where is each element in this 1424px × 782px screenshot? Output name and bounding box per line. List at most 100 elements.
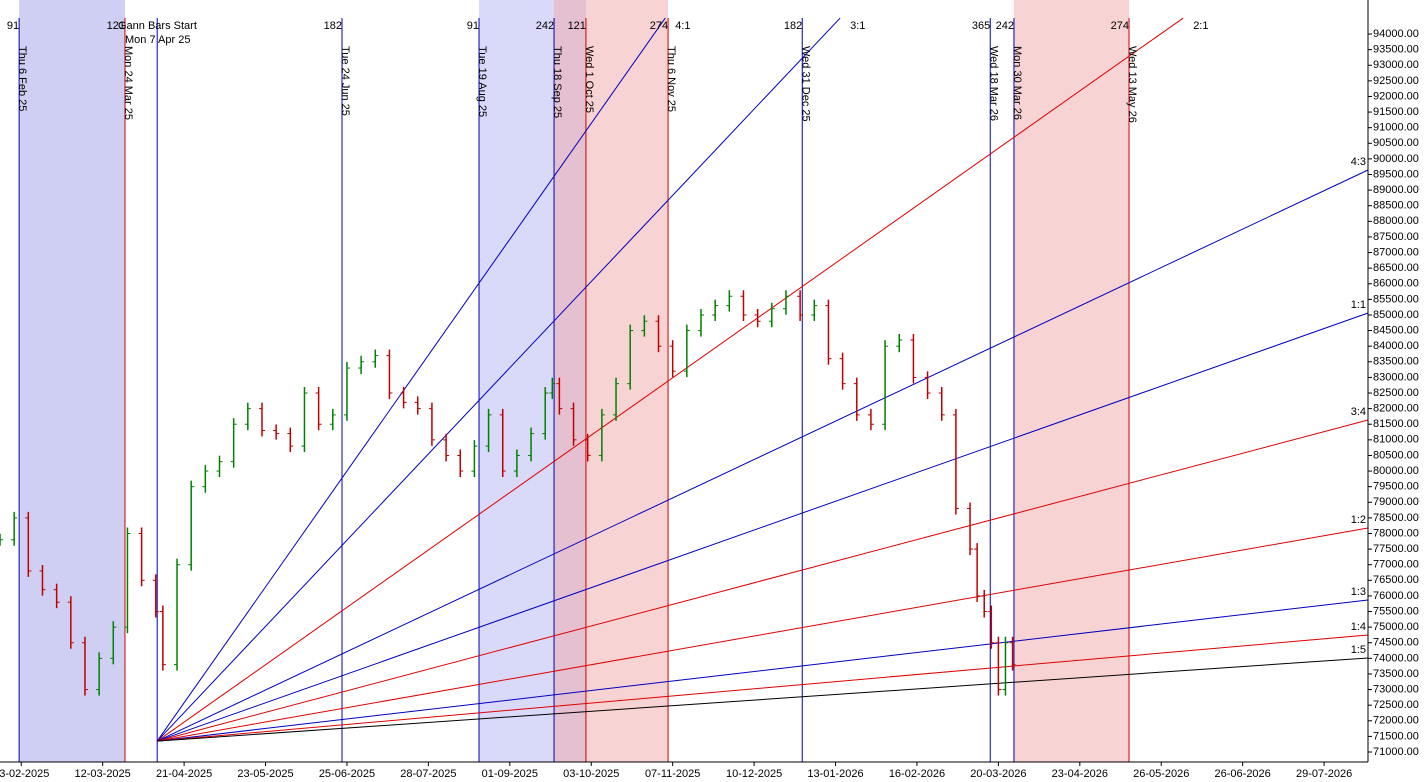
time-zone [554, 0, 669, 762]
price-bar [343, 362, 350, 421]
price-bar [96, 652, 103, 696]
price-bar [329, 408, 336, 431]
y-tick-label: 75000.00 [1373, 621, 1419, 633]
price-bar [414, 396, 421, 415]
x-tick-label: 01-09-2025 [482, 768, 538, 780]
fan-label: 4:3 [1351, 156, 1366, 168]
gann-fan-line [156, 169, 1369, 742]
gann-fan-line [156, 17, 1184, 742]
price-bar [81, 636, 88, 696]
marker-count: 274 [650, 20, 668, 32]
marker-label: Wed 1 Oct 25 [583, 46, 595, 113]
x-tick-label: 13-02-2025 [0, 768, 49, 780]
price-bar [110, 621, 117, 665]
price-bar [570, 402, 577, 446]
y-tick-label: 72500.00 [1373, 699, 1419, 711]
marker-label: Thu 6 Feb 25 [16, 46, 28, 111]
price-bar [967, 502, 974, 556]
price-bar [726, 290, 733, 312]
marker-label: Wed 31 Dec 25 [799, 46, 811, 122]
price-bar [598, 408, 605, 462]
y-tick-label: 79500.00 [1373, 481, 1419, 493]
price-bar [542, 387, 549, 440]
marker-count: 242 [996, 20, 1014, 32]
y-tick-label: 93500.00 [1373, 44, 1419, 56]
price-bar [740, 290, 747, 321]
price-bar [1009, 636, 1016, 671]
price-bar [216, 455, 223, 478]
price-bar [853, 377, 860, 421]
y-tick-label: 84500.00 [1373, 324, 1419, 336]
gann-fan-line [157, 599, 1369, 742]
y-tick-label: 93000.00 [1373, 59, 1419, 71]
gann-fan-line [157, 312, 1369, 742]
x-tick-label: 16-02-2026 [889, 768, 945, 780]
price-bar [0, 533, 3, 546]
price-bar [655, 315, 662, 353]
y-tick-label: 91500.00 [1373, 106, 1419, 118]
marker-count: 365 [972, 20, 990, 32]
annotation-date: Mon 7 Apr 25 [125, 34, 190, 46]
x-tick-label: 23-04-2026 [1052, 768, 1108, 780]
fan-label: 1:2 [1351, 514, 1366, 526]
price-bar [882, 340, 889, 431]
y-tick-label: 82000.00 [1373, 403, 1419, 415]
y-tick-label: 83500.00 [1373, 356, 1419, 368]
fan-label: 4:1 [675, 20, 690, 32]
price-bar [712, 299, 719, 321]
x-tick-label: 26-06-2026 [1215, 768, 1271, 780]
marker-label: Wed 18 Mar 26 [987, 46, 999, 121]
price-bar [938, 387, 945, 421]
price-bar [159, 605, 166, 671]
y-tick-label: 74500.00 [1373, 637, 1419, 649]
y-tick-label: 82500.00 [1373, 387, 1419, 399]
gann-fan-line [157, 634, 1369, 742]
gann-fan-line [156, 17, 666, 742]
y-tick-label: 94000.00 [1373, 28, 1419, 40]
x-tick-label: 13-01-2026 [807, 768, 863, 780]
price-bar [124, 527, 131, 634]
y-tick-label: 73000.00 [1373, 683, 1419, 695]
price-bar [315, 387, 322, 431]
price-bar [67, 596, 74, 649]
y-tick-label: 78500.00 [1373, 512, 1419, 524]
y-tick-label: 88000.00 [1373, 215, 1419, 227]
x-tick-label: 26-05-2026 [1133, 768, 1189, 780]
marker-label: Wed 13 May 26 [1126, 46, 1138, 123]
marker-label: Mon 24 Mar 25 [122, 46, 134, 120]
price-bar [358, 355, 365, 375]
price-bar [910, 333, 917, 384]
price-bar [584, 433, 591, 462]
price-bar [627, 324, 634, 390]
price-bar [782, 290, 789, 315]
fan-label: 1:5 [1351, 644, 1366, 656]
y-tick-label: 78000.00 [1373, 527, 1419, 539]
y-tick-label: 77500.00 [1373, 543, 1419, 555]
price-bar [867, 408, 874, 431]
price-bar [386, 349, 393, 400]
gann-fan-line [157, 657, 1369, 742]
y-tick-label: 83000.00 [1373, 371, 1419, 383]
y-tick-label: 85500.00 [1373, 293, 1419, 305]
gann-fan-line [157, 527, 1369, 742]
price-bar [443, 433, 450, 462]
marker-label: Thu 6 Nov 25 [665, 46, 677, 112]
marker-count: 274 [1111, 20, 1129, 32]
marker-count: 182 [324, 20, 342, 32]
price-bar [273, 424, 280, 440]
fan-label: 2:1 [1193, 20, 1208, 32]
price-bar [613, 377, 620, 421]
price-bar [39, 564, 46, 596]
price-bar [974, 543, 981, 602]
x-tick-label: 20-03-2026 [970, 768, 1026, 780]
price-bar [669, 340, 676, 378]
time-zone [19, 0, 125, 762]
price-bar [301, 387, 308, 453]
price-bar [683, 324, 690, 378]
y-tick-label: 92500.00 [1373, 75, 1419, 87]
y-tick-label: 86000.00 [1373, 278, 1419, 290]
y-tick-label: 84000.00 [1373, 340, 1419, 352]
marker-count: 121 [568, 20, 586, 32]
